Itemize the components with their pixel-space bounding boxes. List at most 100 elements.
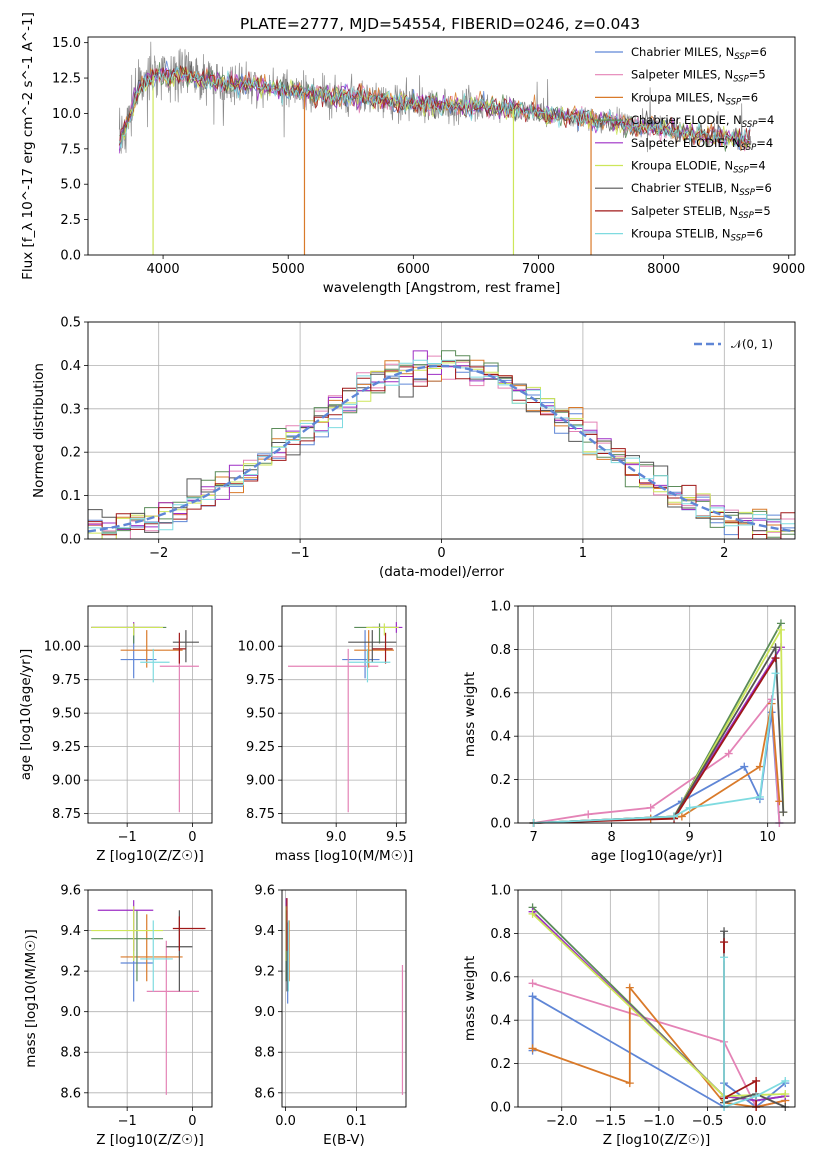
x-tick-label: 9.0 bbox=[326, 830, 347, 845]
marker-salpeter_stelib bbox=[752, 1076, 761, 1085]
x-tick-label: −1 bbox=[118, 830, 137, 845]
marker-kroupa_miles bbox=[677, 812, 686, 821]
axes-frame bbox=[87, 321, 796, 540]
x-tick-label: 5000 bbox=[272, 262, 305, 277]
y-tick-label: 8.75 bbox=[246, 807, 275, 822]
series-line-chabrier_stelib bbox=[119, 61, 751, 146]
x-tick-label: −0.5 bbox=[692, 1114, 724, 1129]
x-tick-label: 4000 bbox=[147, 262, 180, 277]
y-tick-label: 0.0 bbox=[490, 817, 511, 832]
y-tick-label: 0.8 bbox=[490, 927, 511, 942]
x-tick-label: −2 bbox=[149, 546, 168, 561]
y-tick-label: 9.50 bbox=[246, 707, 275, 722]
y-tick-label: 0.4 bbox=[490, 1014, 511, 1029]
y-tick-label: 0.1 bbox=[60, 489, 81, 504]
x-tick-label: 8000 bbox=[647, 262, 680, 277]
y-tick-label: 8.6 bbox=[60, 1086, 81, 1101]
y-tick-label: 8.6 bbox=[254, 1086, 275, 1101]
y-tick-label: 1.0 bbox=[490, 884, 511, 899]
series-line-kroupa_stelib bbox=[118, 66, 751, 148]
axes-frame bbox=[281, 889, 407, 1108]
chart-residuals: −2 −1 0 1 2 0.0 0.1 0.2 0.3 0.4 0.5 (data-model)/er… bbox=[31, 316, 796, 580]
y-tick-label: 9.0 bbox=[60, 1005, 81, 1020]
x-tick-label: 0 bbox=[437, 546, 445, 561]
series-line-salpeter_stelib bbox=[118, 65, 751, 146]
marker-kroupa_stelib bbox=[781, 1076, 790, 1085]
normal-curve bbox=[88, 364, 795, 533]
x-tick-label: −1 bbox=[118, 1114, 137, 1129]
marker-kroupa_elodie bbox=[781, 1089, 790, 1098]
y-tick-label: 0.6 bbox=[490, 970, 511, 985]
axes-frame bbox=[517, 889, 796, 1108]
y-tick-label: 0.5 bbox=[60, 316, 81, 331]
x-tick-label: 6000 bbox=[397, 262, 430, 277]
marker-kroupa_elodie bbox=[528, 909, 537, 918]
mass-vs-extinction-plot-area bbox=[285, 898, 404, 1095]
legend-label-kroupa_elodie: Kroupa ELODIE, NSSP=4 bbox=[631, 159, 766, 176]
mass-vs-metallicity-plot-area bbox=[91, 900, 206, 1095]
y-tick-label: 0.4 bbox=[490, 730, 511, 745]
x-axis-label: mass [log10(M/M☉)] bbox=[275, 848, 414, 864]
y-tick-label: 9.0 bbox=[254, 1005, 275, 1020]
y-tick-label: 0.8 bbox=[490, 643, 511, 658]
marker-kroupa_stelib bbox=[685, 803, 694, 812]
y-tick-label: 12.5 bbox=[52, 72, 81, 87]
series-line-kroupa_miles bbox=[532, 985, 786, 1108]
spectrum-plot-area bbox=[118, 41, 752, 255]
y-tick-label: 9.75 bbox=[52, 673, 81, 688]
series-line-kroupa_stelib bbox=[533, 673, 777, 824]
x-axis-label: age [log10(age/yr)] bbox=[591, 848, 723, 864]
legend-label-salpeter_elodie: Salpeter ELODIE, NSSP=4 bbox=[631, 136, 773, 153]
marker-chabrier_miles bbox=[528, 992, 537, 1001]
legend-label-normal: 𝒩(0, 1) bbox=[731, 337, 773, 351]
y-axis-label: mass weight bbox=[462, 672, 478, 757]
y-tick-label: 0.3 bbox=[60, 402, 81, 417]
y-tick-label: 0.2 bbox=[60, 446, 81, 461]
series-line-kroupa_stelib bbox=[723, 957, 786, 1109]
legend-label-kroupa_stelib: Kroupa STELIB, NSSP=6 bbox=[631, 227, 763, 244]
x-tick-label: 7000 bbox=[522, 262, 555, 277]
y-tick-label: 8.8 bbox=[254, 1046, 275, 1061]
y-tick-label: 8.8 bbox=[60, 1046, 81, 1061]
y-tick-label: 5.0 bbox=[60, 178, 81, 193]
y-axis-label: Normed distribution bbox=[31, 363, 47, 498]
x-tick-label: −1.5 bbox=[595, 1114, 627, 1129]
x-axis-label: Z [log10(Z/Z☉)] bbox=[96, 1132, 204, 1148]
legend-label-chabrier_elodie: Chabrier ELODIE, NSSP=4 bbox=[631, 113, 774, 130]
series-line-kroupa_miles bbox=[533, 703, 781, 824]
x-tick-label: 2 bbox=[720, 546, 728, 561]
y-tick-label: 10.00 bbox=[238, 640, 275, 655]
marker-salpeter_miles bbox=[724, 749, 733, 758]
axes-frame bbox=[87, 889, 213, 1108]
residuals-plot-area bbox=[88, 350, 795, 539]
marker-kroupa_stelib bbox=[720, 953, 729, 962]
y-tick-label: 9.75 bbox=[246, 673, 275, 688]
y-tick-label: 0.2 bbox=[490, 773, 511, 788]
y-tick-label: 9.25 bbox=[246, 740, 275, 755]
x-tick-label: 9 bbox=[686, 830, 694, 845]
x-tick-label: 9.5 bbox=[386, 830, 407, 845]
series-line-salpeter_miles bbox=[533, 696, 781, 824]
x-axis-label: wavelength [Angstrom, rest frame] bbox=[323, 280, 561, 296]
y-tick-label: 0.0 bbox=[490, 1101, 511, 1116]
series-line-kroupa_elodie bbox=[533, 626, 785, 824]
figure-title: PLATE=2777, MJD=54554, FIBERID=0246, z=0… bbox=[240, 15, 640, 33]
y-axis-label: age [log10(age/yr)] bbox=[18, 649, 34, 781]
marker-chabrier_stelib bbox=[779, 808, 788, 817]
y-tick-label: 0.4 bbox=[60, 359, 81, 374]
y-tick-label: 9.00 bbox=[246, 774, 275, 789]
marker-kroupa_miles bbox=[625, 983, 634, 992]
axes-frame bbox=[87, 605, 213, 824]
x-tick-label: 0.0 bbox=[746, 1114, 767, 1129]
x-tick-label: 0 bbox=[188, 1114, 196, 1129]
y-tick-label: 0.0 bbox=[60, 249, 81, 264]
x-tick-label: −1 bbox=[291, 546, 310, 561]
y-tick-label: 9.6 bbox=[254, 884, 275, 899]
marker-kroupa_stelib bbox=[755, 792, 764, 801]
x-tick-label: 0.1 bbox=[346, 1114, 367, 1129]
x-tick-label: 9000 bbox=[772, 262, 805, 277]
y-tick-label: 10.00 bbox=[44, 640, 81, 655]
chart-age-vs-mass: 9.0 9.5 8.75 9.00 9.25 9.50 9.75 10.00 mass [log… bbox=[238, 605, 414, 864]
age-vs-mass-plot-area bbox=[288, 622, 403, 813]
marker-kroupa_miles bbox=[528, 1044, 537, 1053]
